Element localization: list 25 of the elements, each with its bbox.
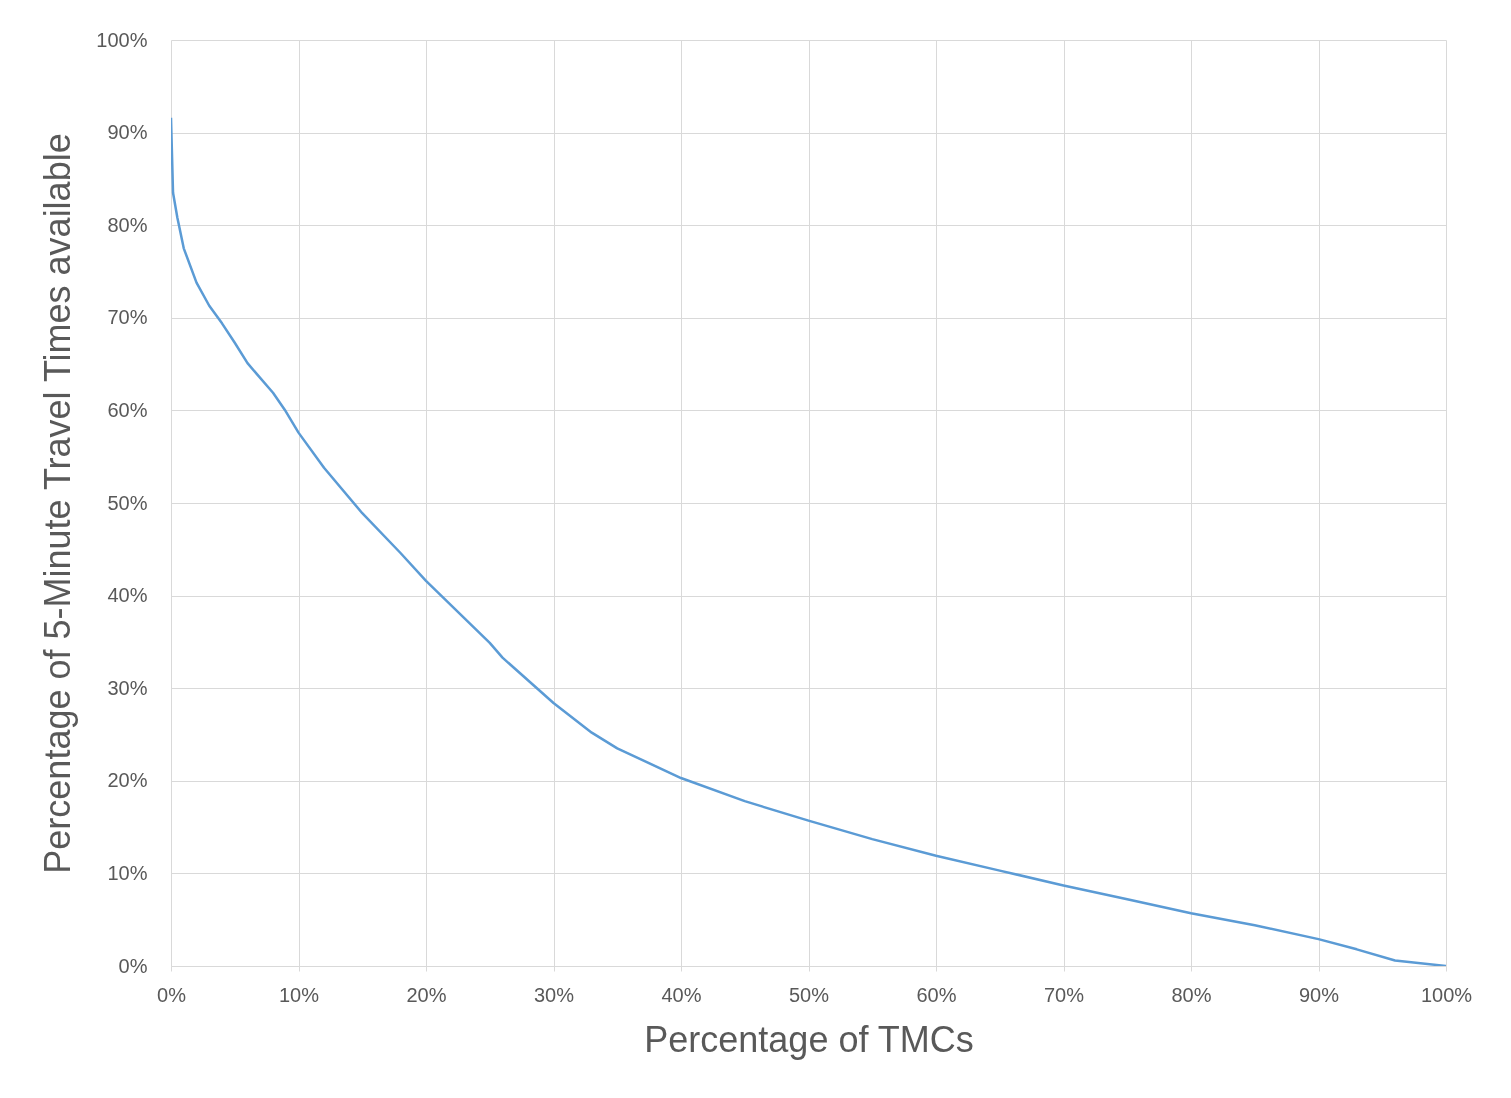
y-tick-label: 30%	[107, 676, 148, 699]
x-tick-label: 50%	[788, 983, 830, 1006]
y-tick-label: 100%	[96, 28, 148, 51]
line-series	[171, 116, 1446, 966]
x-tick-label: 100%	[1420, 983, 1473, 1006]
y-tick-label: 60%	[107, 398, 148, 421]
x-tick-label: 70%	[1043, 983, 1085, 1006]
y-tick-label: 70%	[107, 306, 148, 329]
y-tick-label: 80%	[107, 213, 148, 236]
y-tick-label: 40%	[107, 584, 148, 607]
y-tick-label: 50%	[107, 491, 148, 514]
x-tick-label: 40%	[661, 983, 702, 1006]
y-tick-label: 10%	[107, 861, 148, 884]
x-tick-label: 10%	[278, 983, 320, 1006]
x-axis-title: Percentage of TMCs	[644, 1018, 974, 1060]
x-tick-label: 0%	[157, 983, 187, 1006]
y-tick-label: 90%	[107, 121, 148, 144]
x-tick-label: 80%	[1171, 983, 1212, 1006]
y-tick-label: 0%	[118, 954, 148, 977]
x-tick-label: 60%	[916, 983, 957, 1006]
x-tick-label: 90%	[1298, 983, 1340, 1006]
x-tick-label: 30%	[533, 983, 575, 1006]
x-tick-label: 20%	[406, 983, 447, 1006]
y-axis-title: Percentage of 5-Minute Travel Times available	[37, 133, 79, 874]
y-tick-label: 20%	[107, 769, 148, 792]
